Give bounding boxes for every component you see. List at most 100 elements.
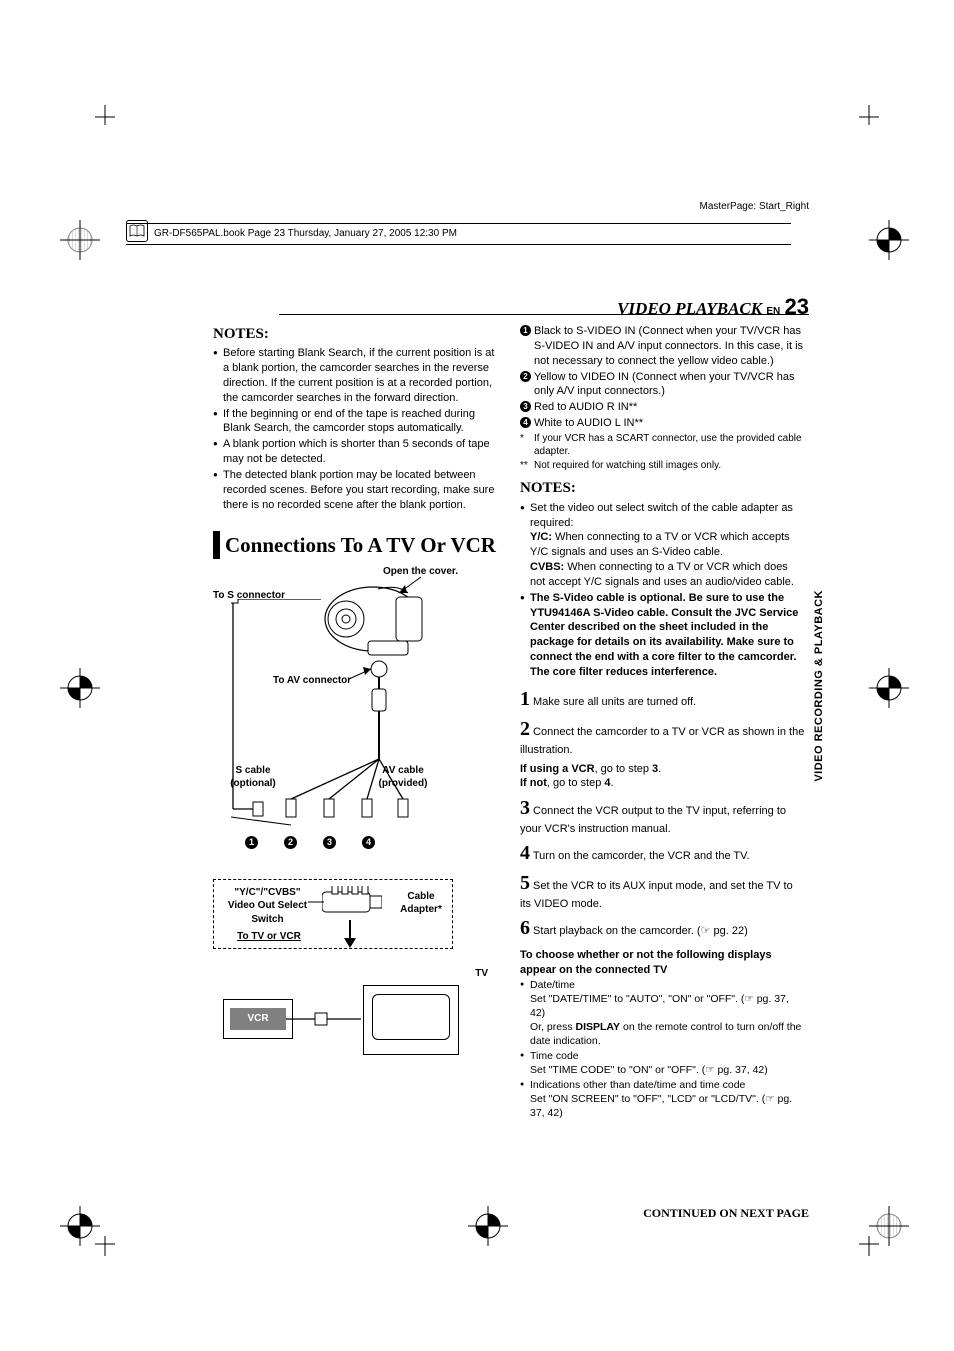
masterpage-label: MasterPage: Start_Right — [700, 200, 810, 214]
note-item: A blank portion which is shorter than 5 … — [213, 437, 498, 467]
step-item: 2 Connect the camcorder to a TV or VCR a… — [520, 716, 805, 758]
branch-label: If not — [520, 777, 547, 789]
cable-lines-icon — [231, 599, 431, 849]
crop-corner-icon — [95, 1196, 155, 1256]
step-number: 6 — [520, 917, 530, 939]
plug-numbers: 1 2 3 4 — [245, 836, 375, 849]
connection-item: 3Red to AUDIO R IN** — [520, 400, 805, 415]
connection-text: Red to AUDIO R IN** — [534, 401, 637, 413]
num-badge: 4 — [520, 417, 531, 428]
num-badge: 3 — [520, 401, 531, 412]
step-text: Make sure all units are turned off. — [530, 696, 696, 708]
registration-mark-icon — [869, 668, 909, 708]
step-number: 4 — [520, 842, 530, 864]
display-setting-item: Date/time Set "DATE/TIME" to "AUTO", "ON… — [520, 978, 805, 1049]
footnote-item: ** Not required for watching still images… — [520, 459, 805, 473]
step-item: 3 Connect the VCR output to the TV input… — [520, 795, 805, 837]
setting-head: Time code — [530, 1050, 579, 1062]
note-label: CVBS: — [530, 561, 564, 573]
step-number: 5 — [520, 872, 530, 894]
branch-text: , go to step — [595, 763, 652, 775]
registration-mark-icon — [869, 1206, 909, 1246]
display-setting-item: Time code Set "TIME CODE" to "ON" or "OF… — [520, 1049, 805, 1077]
left-column: NOTES: Before starting Blank Search, if … — [213, 324, 498, 1121]
tv-icon — [363, 985, 459, 1055]
footnote-text: If your VCR has a SCART connector, use t… — [534, 433, 802, 458]
diagram-label: S cable (optional) — [213, 764, 293, 791]
connection-text: Yellow to VIDEO IN (Connect when your TV… — [534, 371, 794, 398]
footnote-list: * If your VCR has a SCART connector, use … — [520, 432, 805, 473]
note-item: Set the video out select switch of the c… — [520, 501, 805, 590]
steps-block-2: 3 Connect the VCR output to the TV input… — [520, 795, 805, 942]
num-badge: 1 — [520, 325, 531, 336]
step-number: 2 — [520, 718, 530, 740]
branch-step: 4 — [604, 777, 610, 789]
branch-step: 3 — [652, 763, 658, 775]
step-item: 4 Turn on the camcorder, the VCR and the… — [520, 840, 805, 867]
num-badge: 2 — [520, 371, 531, 382]
pointer-line-icon — [308, 892, 328, 912]
connection-text: Black to S-VIDEO IN (Connect when your T… — [534, 325, 803, 367]
connection-item: 1Black to S-VIDEO IN (Connect when your … — [520, 324, 805, 369]
connection-diagram: Open the cover. To S connector To AV con… — [213, 569, 498, 1089]
display-settings-list: Date/time Set "DATE/TIME" to "AUTO", "ON… — [520, 978, 805, 1121]
setting-body: Set "ON SCREEN" to "OFF", "LCD" or "LCD/… — [530, 1093, 792, 1119]
right-column: 1Black to S-VIDEO IN (Connect when your … — [520, 324, 805, 1121]
continued-label: CONTINUED ON NEXT PAGE — [643, 1205, 809, 1221]
plug-number-badge: 3 — [323, 836, 336, 849]
footnote-text: Not required for watching still images o… — [534, 460, 721, 471]
adapter-icon — [322, 886, 382, 920]
connection-list: 1Black to S-VIDEO IN (Connect when your … — [520, 324, 805, 431]
connection-item: 2Yellow to VIDEO IN (Connect when your T… — [520, 370, 805, 400]
footnote-mark: ** — [520, 459, 528, 473]
note-text: When connecting to a TV or VCR which acc… — [530, 531, 790, 558]
diagram-label: Open the cover. — [383, 565, 493, 579]
notes-list: Before starting Blank Search, if the cur… — [213, 346, 498, 512]
diagram-label: "Y/C"/"CVBS" Video Out Select Switch — [220, 886, 315, 927]
section-title: Connections To A TV Or VCR — [213, 531, 498, 559]
steps-block: 1 Make sure all units are turned off. 2 … — [520, 686, 805, 758]
crop-corner-icon — [95, 105, 155, 165]
note-text: Set the video out select switch of the c… — [530, 502, 793, 529]
setting-body: Set "DATE/TIME" to "AUTO", "ON" or "OFF"… — [530, 993, 789, 1019]
registration-mark-icon — [60, 220, 100, 260]
step-text: Turn on the camcorder, the VCR and the T… — [530, 850, 750, 862]
adapter-group: "Y/C"/"CVBS" Video Out Select Switch Cab… — [213, 879, 453, 949]
connection-text: White to AUDIO L IN** — [534, 417, 643, 429]
registration-mark-icon — [869, 220, 909, 260]
tv-vcr-link-icon — [285, 1009, 365, 1039]
note-item: Before starting Blank Search, if the cur… — [213, 346, 498, 405]
branch-block: If using a VCR, go to step 3. If not, go… — [520, 762, 805, 792]
footnote-mark: * — [520, 432, 524, 446]
running-head-rule — [279, 314, 809, 315]
side-tab: VIDEO RECORDING & PLAYBACK — [812, 590, 827, 782]
plug-number-badge: 1 — [245, 836, 258, 849]
step-item: 5 Set the VCR to its AUX input mode, and… — [520, 870, 805, 912]
down-arrow-icon — [342, 920, 358, 948]
note-item: If the beginning or end of the tape is r… — [213, 407, 498, 437]
step-text: Connect the camcorder to a TV or VCR as … — [520, 726, 804, 756]
step-item: 6 Start playback on the camcorder. (☞ pg… — [520, 915, 805, 942]
step-text: Set the VCR to its AUX input mode, and s… — [520, 880, 793, 910]
connection-item: 4White to AUDIO L IN** — [520, 416, 805, 431]
setting-head: Indications other than date/time and tim… — [530, 1079, 745, 1091]
note-item: The detected blank portion may be locate… — [213, 468, 498, 513]
note-item: The S-Video cable is optional. Be sure t… — [520, 591, 805, 680]
plug-number-badge: 2 — [284, 836, 297, 849]
setting-body: Set "TIME CODE" to "ON" or "OFF". (☞ pg.… — [530, 1064, 768, 1076]
vcr-container: VCR — [223, 999, 293, 1039]
note-text: When connecting to a TV or VCR which doe… — [530, 561, 794, 588]
book-info-bar: GR-DF565PAL.book Page 23 Thursday, Janua… — [126, 223, 791, 245]
step-text: Start playback on the camcorder. (☞ pg. … — [530, 925, 748, 937]
diagram-label: Cable Adapter* — [392, 890, 450, 917]
branch-label: If using a VCR — [520, 763, 595, 775]
diagram-label: TV — [475, 967, 488, 981]
note-label: Y/C: — [530, 531, 552, 543]
running-head-page: 23 — [785, 294, 809, 319]
footnote-item: * If your VCR has a SCART connector, use … — [520, 432, 805, 459]
crop-corner-icon — [819, 105, 879, 165]
diagram-label: AV cable (provided) — [363, 764, 443, 791]
branch-text: , go to step — [547, 777, 604, 789]
running-head-title: VIDEO PLAYBACK — [617, 299, 762, 318]
notes-heading: NOTES: — [520, 478, 805, 498]
